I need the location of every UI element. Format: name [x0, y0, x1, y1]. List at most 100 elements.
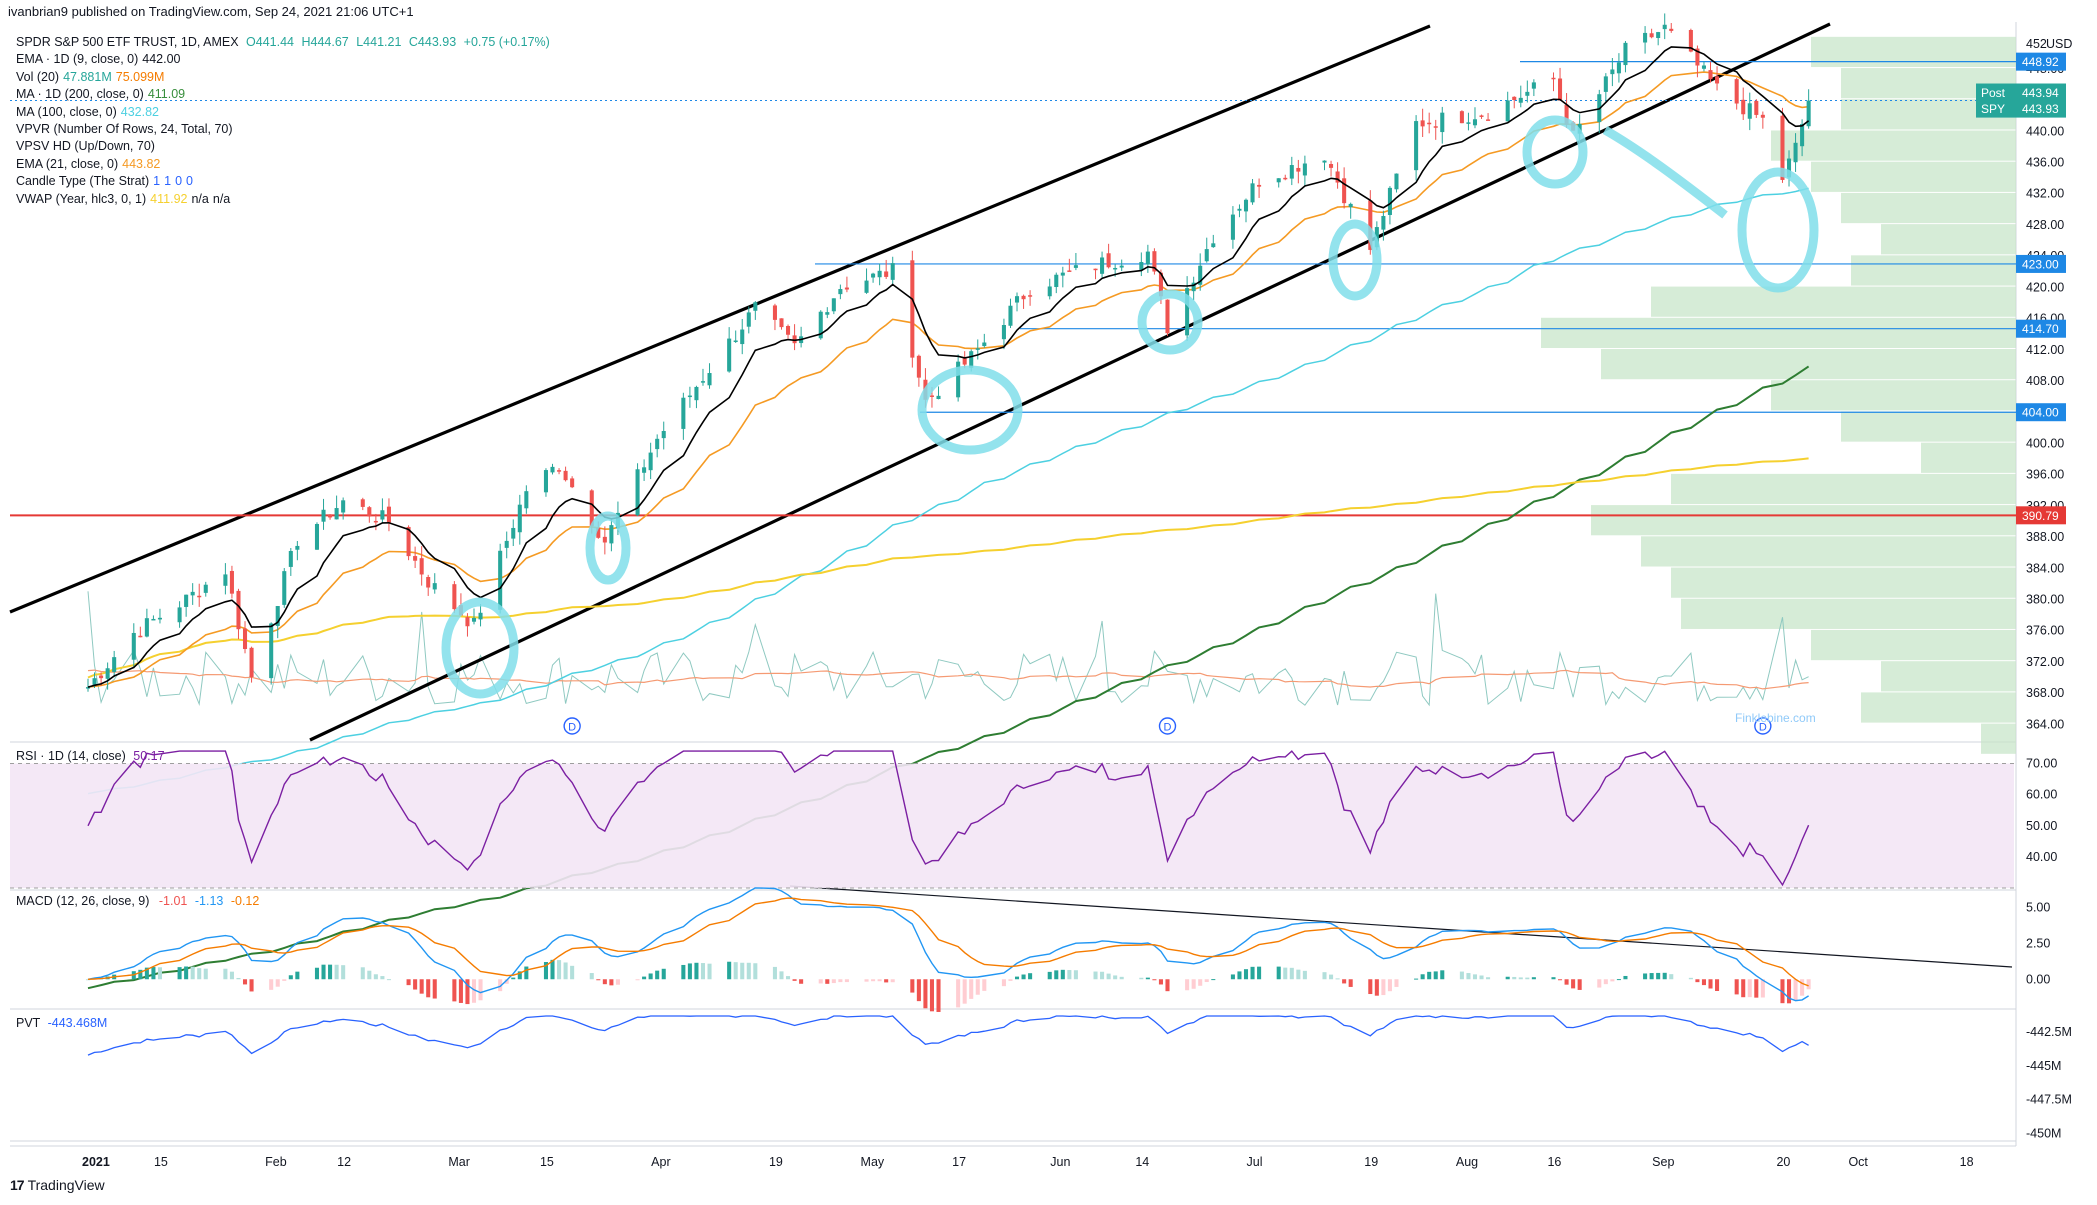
price-tag-text: 448.92	[2022, 55, 2059, 69]
vpvr-bar	[1881, 661, 2016, 692]
candle-body	[524, 491, 529, 509]
candle-body	[249, 647, 254, 678]
candle-body	[1165, 299, 1170, 334]
macd-histogram-bar	[1525, 977, 1530, 980]
macd-histogram-bar	[1564, 979, 1569, 985]
time-axis-label: 15	[154, 1155, 168, 1169]
legend-row: VPVR (Number Of Rows, 24, Total, 70)	[16, 121, 550, 138]
candle	[1073, 252, 1078, 271]
candle	[1420, 108, 1425, 137]
macd-histogram-bar	[727, 961, 732, 980]
macd-histogram-bar	[1139, 977, 1144, 980]
candle-body	[1472, 119, 1478, 126]
macd-histogram-bar	[1701, 979, 1706, 986]
candle-body	[694, 386, 699, 401]
candle	[1551, 72, 1556, 92]
candle-body	[1021, 295, 1026, 300]
candle-body	[890, 263, 895, 280]
candle	[144, 608, 149, 638]
candle	[1623, 41, 1628, 73]
macd-histogram-bar	[1486, 977, 1491, 980]
macd-histogram-bar	[890, 979, 895, 983]
candle	[151, 615, 156, 621]
candle-body	[1603, 76, 1608, 92]
candle-body	[1715, 76, 1720, 84]
macd-histogram-bar	[1001, 979, 1006, 987]
macd-histogram-bar	[969, 979, 974, 999]
macd-histogram-bar	[1531, 977, 1536, 980]
legend-row: EMA (21, close, 0) 443.82	[16, 156, 550, 173]
macd-histogram-bar	[426, 979, 431, 998]
legend-row-value: 411.09	[147, 87, 186, 102]
macd-label: MACD (12, 26, close, 9)	[16, 894, 150, 908]
candle-body	[982, 342, 987, 347]
rsi-band	[10, 763, 2014, 888]
candle	[570, 476, 575, 489]
candle	[655, 434, 660, 458]
macd-tick-label: 0.00	[2026, 972, 2050, 986]
macd-histogram-bar	[779, 971, 784, 980]
time-axis-label: Feb	[265, 1155, 287, 1169]
annotation-loop	[1137, 289, 1203, 355]
candle	[1237, 204, 1242, 218]
macd-histogram-bar	[1715, 979, 1720, 991]
candle-body	[1669, 28, 1674, 31]
candle-body	[681, 397, 686, 429]
dividend-marker-label: D	[1163, 722, 1171, 734]
macd-histogram-bar	[1008, 979, 1013, 981]
macd-histogram-bar	[1211, 979, 1216, 981]
macd-histogram-bar	[1610, 979, 1615, 982]
vwap-line	[87, 457, 1809, 679]
candle	[367, 506, 372, 523]
macd-value-line: -1.13	[194, 894, 224, 908]
candle	[1649, 28, 1654, 39]
candle-body	[1551, 77, 1556, 80]
legend-row: VWAP (Year, hlc3, 0, 1) 411.92 n/a n/a	[16, 191, 550, 208]
candle-body	[1001, 325, 1006, 340]
legend-row-value: 411.92	[150, 191, 188, 206]
macd-histogram-bar	[1786, 979, 1792, 1004]
ohlc-high: H444.67	[301, 35, 349, 49]
candle	[910, 250, 915, 368]
candle-body	[1486, 119, 1491, 121]
macd-histogram-bar	[1165, 979, 1170, 992]
candle	[786, 324, 791, 339]
candle	[380, 498, 385, 524]
candle	[471, 608, 477, 625]
candle-body	[1662, 24, 1667, 30]
candle-body	[1093, 268, 1098, 271]
macd-histogram-bar	[1479, 975, 1484, 980]
ohlc-close: C443.93	[408, 35, 457, 49]
price-tag-box	[2016, 254, 2066, 273]
candle	[1342, 167, 1347, 209]
candle	[877, 263, 882, 286]
macd-line	[87, 887, 1809, 1002]
macd-histogram-bar	[151, 967, 156, 980]
macd-histogram-bar	[1191, 979, 1196, 989]
time-axis-label: Jul	[1247, 1155, 1263, 1169]
rsi-legend: RSI · 1D (14, close) 50.17	[16, 749, 165, 763]
footer-brand-text: TradingView	[27, 1177, 105, 1193]
macd-histogram-bar	[1466, 973, 1471, 980]
candle	[792, 324, 797, 351]
candle-body	[229, 570, 234, 594]
candle	[1747, 92, 1752, 131]
macd-histogram-bar	[295, 971, 300, 980]
macd-histogram-bar	[1433, 971, 1438, 980]
candle	[1302, 155, 1307, 186]
candle	[1014, 292, 1020, 312]
price-tag	[2016, 319, 2066, 338]
macd-histogram-bar	[419, 979, 424, 994]
time-axis-label: 16	[1547, 1155, 1561, 1169]
vpvr-bar	[1641, 536, 2016, 567]
candle-body	[1335, 171, 1340, 183]
candle	[890, 256, 895, 286]
legend-row: EMA · 1D (9, close, 0) 442.00	[16, 51, 550, 68]
legend-row: VPSV HD (Up/Down, 70)	[16, 138, 550, 155]
annotation-stroke	[1602, 126, 1728, 219]
macd-histogram-bar	[458, 979, 463, 1003]
price-tag-text: 390.79	[2022, 509, 2059, 523]
candle	[1230, 206, 1235, 249]
